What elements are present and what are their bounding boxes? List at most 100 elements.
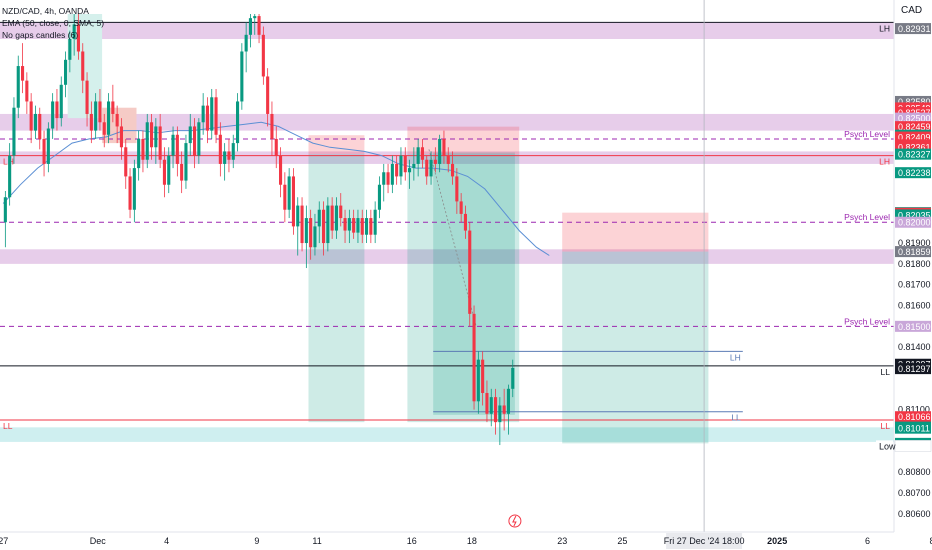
candle-body-21 [94,101,98,131]
candle-body-33 [145,122,149,160]
price-tag-bg-10 [895,148,931,160]
price-tag-text-10: 0.82327 [898,150,931,160]
candle-body-93 [403,155,407,173]
price-tag-11: 0.82238 [895,167,931,179]
price-tick-5: 0.81100 [898,405,930,415]
candle-body-80 [347,218,351,231]
time-label-8: 25 [617,536,627,546]
candle-body-22 [98,101,102,123]
price-tag-bg-3 [895,106,931,118]
candle-body-25 [111,101,115,114]
candle-body-45 [197,122,201,156]
candle-body-2 [12,107,16,156]
candle-body-30 [132,168,136,210]
candle-body-66 [287,176,291,210]
price-tag-7: 0.82409 [895,131,931,143]
price-tag-text-22: 0.81011 [898,424,930,434]
price-tick-3: 0.81600 [898,301,931,311]
chart-legend: NZD/CAD, 4h, OANDA EMA (50, close, 0, SM… [2,5,104,41]
price-tag-15: 0.82000 [895,216,931,228]
candle-body-13 [59,84,63,119]
candle-body-90 [390,163,394,185]
candle-body-59 [257,16,261,35]
candle-body-15 [68,38,72,60]
candle-body-46 [201,105,205,123]
price-tag-bg-1 [895,95,931,107]
time-label-2: 4 [164,536,169,546]
candle-body-16 [72,24,76,39]
candle-body-29 [128,176,132,210]
price-tag-0: 0.82931 [895,23,931,35]
candle-body-14 [64,59,68,85]
price-tag-22: 0.81011 [895,422,931,434]
candle-body-114 [494,397,498,423]
candle-body-26 [115,113,119,127]
candle-body-48 [210,97,214,131]
level-label-7: LH [730,352,741,362]
time-label-5: 16 [407,536,417,546]
candle-body-96 [416,147,420,164]
price-tag-5: 0.82459 [895,121,931,133]
price-tag-19: 0.81297 [895,363,931,375]
candle-body-76 [330,205,334,231]
price-tag-9: 0.82361 [895,141,931,153]
candle-body-19 [85,80,89,114]
price-tag-24: 0.80926 [894,440,932,452]
candle-body-27 [119,126,123,148]
level-label-4: LH [879,157,890,167]
candle-body-71 [309,218,313,248]
position-target-short-2 [407,154,520,423]
ema-indicator-label[interactable]: EMA (50, close, 0, SMA, 5) [2,18,105,28]
price-tag-text-24: 0.80926 [898,441,931,451]
price-tick-2: 0.81700 [898,280,931,290]
time-label-6: 18 [467,536,477,546]
candle-body-34 [150,122,154,148]
price-tag-17: 0.81500 [895,320,931,332]
candle-body-94 [408,168,412,173]
price-tag-bg-14 [895,209,931,221]
candle-body-77 [334,205,338,231]
candle-body-118 [511,367,515,389]
candle-body-97 [420,147,424,160]
price-tag-14: 0.82035 [895,209,931,221]
level-label-left-6: LL [3,421,13,431]
price-tag-20: 0.81066 [895,411,931,423]
price-tag-16: 0.81859 [895,246,931,258]
candle-body-39 [171,134,175,156]
price-tag-text-9: 0.82361 [898,143,931,153]
candle-body-99 [429,159,433,177]
currency-label: CAD [901,5,923,16]
candle-body-111 [481,359,485,393]
candle-body-103 [446,155,450,164]
price-tick-0: 0.81900 [898,238,931,248]
time-label-12: 8 [929,536,932,546]
candle-body-12 [55,101,59,119]
candle-body-10 [46,128,50,164]
price-tag-bg-24 [894,440,932,452]
price-tag-text-20: 0.81066 [898,412,931,422]
price-tick-8: 0.80600 [898,509,931,519]
price-tag-text-1: 0.82580 [898,97,931,107]
candle-body-32 [141,138,145,160]
candle-body-8 [38,113,42,139]
price-tag-10: 0.82327 [895,148,931,160]
candle-body-6 [29,101,33,131]
price-tag-text-14: 0.82035 [898,210,931,220]
time-label-3: 9 [254,536,259,546]
price-tag-bg-11 [895,167,931,179]
candle-body-108 [468,230,472,314]
candle-body-43 [188,126,192,144]
price-tag-bg-9 [895,141,931,153]
position-target-short-3 [562,251,709,444]
time-label-10: 2025 [767,536,787,546]
price-tag-bg-16 [895,246,931,258]
candle-body-70 [304,218,308,244]
candle-body-62 [270,113,274,139]
no-gaps-indicator-label[interactable]: No gaps candles (6) [2,30,79,40]
price-tag-text-19: 0.81297 [898,364,931,374]
symbol-info[interactable]: NZD/CAD, 4h, OANDA [2,6,89,16]
price-tag-bg-0 [895,23,931,35]
